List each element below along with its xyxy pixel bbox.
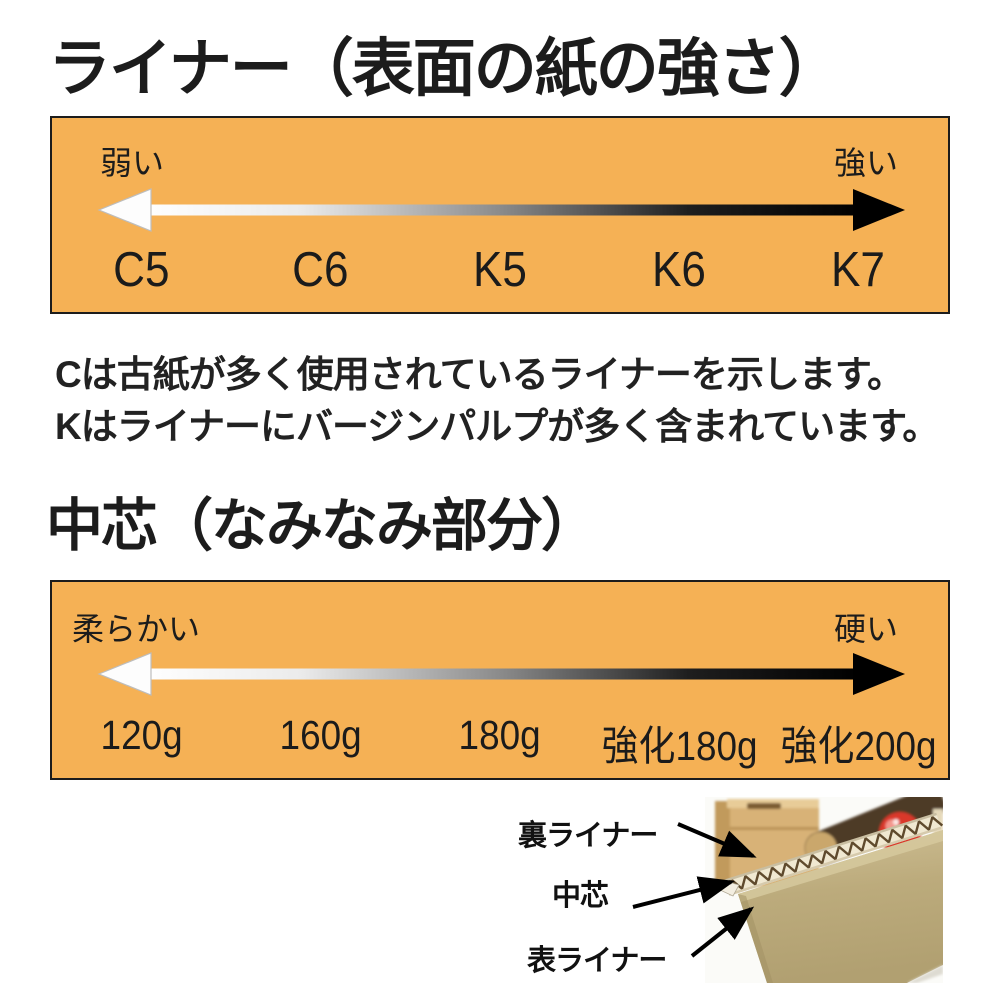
core-label: 中芯	[552, 880, 609, 912]
soft-label: 柔らかい	[72, 611, 201, 647]
front-liner-face	[738, 830, 943, 983]
tick-label: C5	[113, 243, 170, 297]
core-hardness-panel: 柔らかい 硬い 120g 160g 180g 強化180g 強化200g	[50, 580, 950, 780]
arrow-shaft	[143, 204, 861, 216]
front-liner-pointer-arrow	[690, 906, 755, 958]
weak-label: 弱い	[100, 145, 165, 181]
core-pointer-arrow	[632, 876, 735, 909]
back-liner-pointer-arrow	[677, 822, 757, 858]
description-line: Kはライナーにバージンパルプが多く含まれています。	[55, 406, 939, 447]
tick-label: C6	[292, 243, 349, 297]
pointer-arrows	[632, 822, 757, 958]
tick-label: 180g	[458, 712, 542, 758]
arrow-shaft	[143, 668, 861, 680]
tick-label: 強化200g	[780, 723, 937, 769]
description-line: Cは古紙が多く使用されているライナーを示します。	[55, 354, 904, 395]
core-section-title: 中芯（なみなみ部分）	[46, 494, 598, 558]
strength-gradient-arrow	[97, 188, 905, 232]
back-liner-label: 裏ライナー	[518, 820, 658, 852]
liner-grade-ticks: C5 C6 K5 K6 K7	[52, 242, 948, 298]
front-liner-label: 表ライナー	[527, 945, 667, 977]
tick-label: 160g	[279, 712, 362, 758]
right-arrowhead-icon	[853, 653, 905, 695]
core-weight-ticks: 120g 160g 180g 強化180g 強化200g	[52, 712, 948, 772]
liner-section-title: ライナー（表面の紙の強さ）	[48, 34, 842, 104]
tick-label: 強化180g	[601, 723, 758, 769]
tick-label: K5	[473, 243, 527, 297]
left-arrowhead-icon	[97, 188, 152, 232]
hardness-gradient-arrow	[97, 652, 905, 696]
corrugated-flute-edge	[724, 812, 944, 896]
liner-strength-panel: 弱い 強い C5 C6 K5 K6 K7	[50, 116, 950, 314]
right-arrowhead-icon	[853, 189, 905, 231]
strong-label: 強い	[833, 145, 898, 181]
hard-label: 硬い	[833, 611, 898, 647]
left-arrowhead-icon	[97, 652, 152, 696]
tick-label: 120g	[100, 712, 183, 758]
tick-label: K6	[652, 243, 707, 297]
tick-label: K7	[831, 243, 886, 297]
